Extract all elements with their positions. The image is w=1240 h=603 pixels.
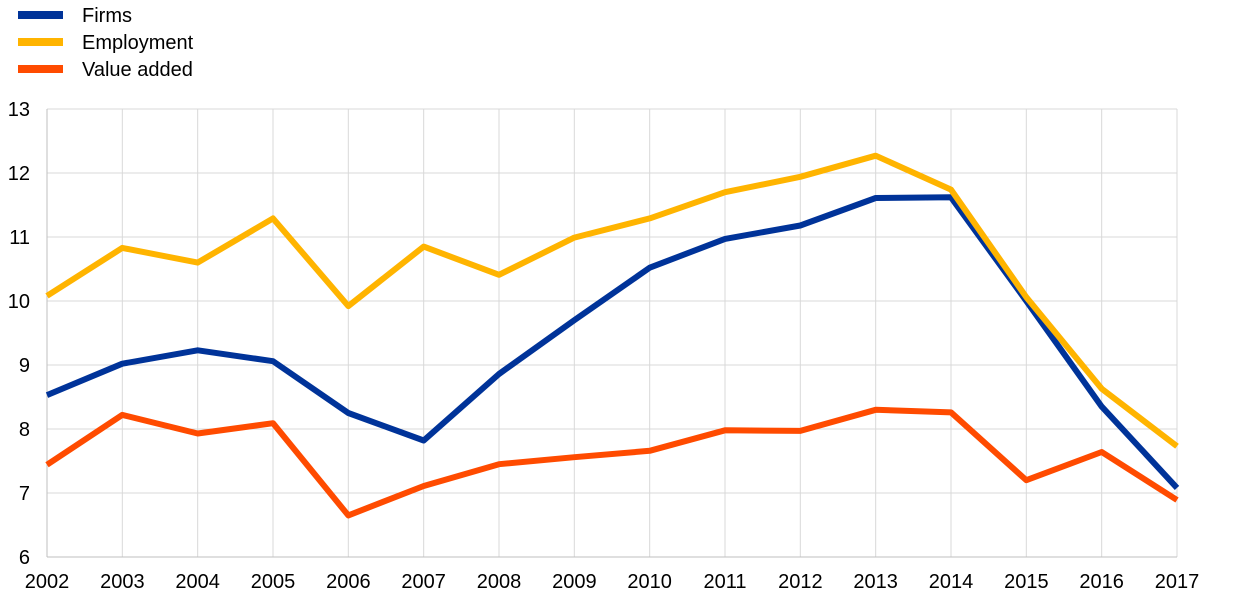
series-lines [45, 152, 1180, 519]
legend-label-value-added: Value added [82, 59, 193, 81]
x-tick-label-2011: 2011 [703, 571, 746, 593]
x-tick-label-2008: 2008 [477, 571, 522, 593]
x-tick-label-2015: 2015 [1004, 571, 1049, 593]
series-line-value-added [45, 406, 1179, 519]
series-line-employment [45, 152, 1179, 449]
x-tick-label-2009: 2009 [552, 571, 597, 593]
x-tick-label-2014: 2014 [929, 571, 974, 593]
y-tick-label-6: 6 [19, 547, 30, 569]
x-tick-label-2012: 2012 [778, 571, 823, 593]
legend-label-firms: Firms [82, 5, 132, 27]
x-tick-label-2002: 2002 [25, 571, 70, 593]
y-tick-label-8: 8 [19, 419, 30, 441]
y-tick-label-7: 7 [19, 483, 30, 505]
gridlines [47, 108, 1178, 557]
x-tick-label-2003: 2003 [100, 571, 145, 593]
y-axis-tick-labels: 6 7 8 9 10 11 12 13 [8, 99, 30, 569]
y-tick-label-13: 13 [8, 99, 30, 121]
x-tick-label-2013: 2013 [853, 571, 898, 593]
x-tick-label-2006: 2006 [326, 571, 371, 593]
x-axis-tick-labels: 2002 2003 2004 2005 2006 2007 2008 2009 2010 2011… [25, 571, 1200, 593]
axes [46, 109, 1177, 558]
y-tick-label-12: 12 [8, 163, 30, 185]
x-tick-label-2016: 2016 [1079, 571, 1124, 593]
legend-swatch-value-added [18, 65, 63, 73]
x-tick-label-2010: 2010 [627, 571, 672, 593]
series-line-firms [45, 194, 1180, 490]
legend-swatch-employment [18, 38, 63, 46]
y-tick-label-9: 9 [19, 355, 30, 377]
x-tick-label-2017: 2017 [1155, 571, 1200, 593]
legend: Firms Employment Value added [18, 5, 194, 81]
x-tick-label-2005: 2005 [251, 571, 296, 593]
y-tick-label-10: 10 [8, 291, 30, 313]
x-tick-label-2007: 2007 [401, 571, 446, 593]
y-tick-label-11: 11 [9, 227, 30, 249]
legend-label-employment: Employment [82, 32, 194, 54]
legend-swatch-firms [18, 11, 63, 19]
x-tick-label-2004: 2004 [175, 571, 220, 593]
